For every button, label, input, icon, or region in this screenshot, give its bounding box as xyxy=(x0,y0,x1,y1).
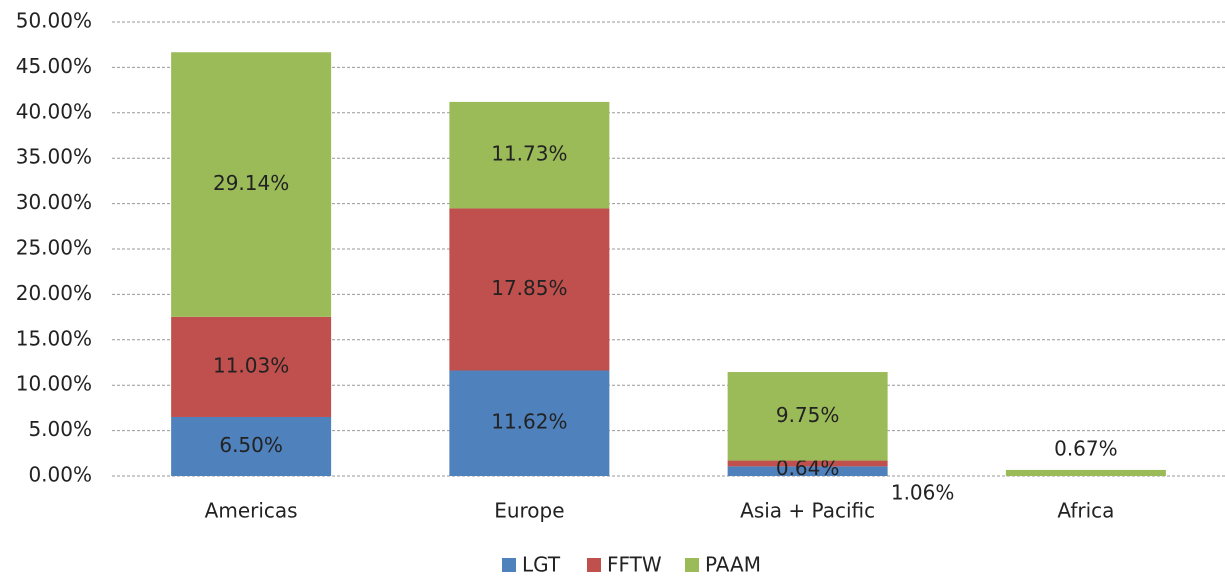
data-label: 9.75% xyxy=(776,403,840,427)
y-tick-label: 20.00% xyxy=(16,281,92,305)
y-tick-label: 0.00% xyxy=(28,463,92,487)
y-tick-label: 40.00% xyxy=(16,99,92,123)
data-label: 11.73% xyxy=(491,142,567,166)
bar-segment xyxy=(727,466,888,476)
y-tick-label: 10.00% xyxy=(16,372,92,396)
data-label: 1.06% xyxy=(891,481,955,505)
data-label: 29.14% xyxy=(213,171,289,195)
bar-segment xyxy=(449,208,610,371)
bar-segment xyxy=(727,372,888,461)
data-label: 11.62% xyxy=(491,410,567,434)
legend-swatch xyxy=(587,558,601,572)
y-tick-label: 25.00% xyxy=(16,236,92,260)
legend-label: FFTW xyxy=(607,553,662,576)
y-tick-label: 45.00% xyxy=(16,54,92,78)
x-tick-label: Americas xyxy=(205,499,298,523)
x-tick-label: Europe xyxy=(494,499,564,523)
data-label: 11.03% xyxy=(213,353,289,377)
y-tick-label: 5.00% xyxy=(28,417,92,441)
legend-swatch xyxy=(685,558,699,572)
bar-segment xyxy=(727,460,888,467)
y-tick-label: 35.00% xyxy=(16,145,92,169)
legend-swatch xyxy=(502,558,516,572)
bar-segment xyxy=(449,101,610,209)
bar-segment xyxy=(171,416,332,476)
data-label: 17.85% xyxy=(491,276,567,300)
bar-segment xyxy=(171,316,332,417)
data-label: 6.50% xyxy=(219,433,283,457)
bar-segment xyxy=(449,370,610,476)
x-tick-label: Asia + Pacific xyxy=(740,499,875,523)
legend-label: LGT xyxy=(522,553,561,576)
y-tick-label: 15.00% xyxy=(16,326,92,350)
legend-label: PAAM xyxy=(705,553,761,576)
y-tick-label: 50.00% xyxy=(16,9,92,33)
y-tick-label: 30.00% xyxy=(16,190,92,214)
x-tick-label: Africa xyxy=(1057,499,1114,523)
data-label: 0.67% xyxy=(1054,436,1118,460)
bar-segment xyxy=(171,52,332,317)
bar-segment xyxy=(1005,469,1166,476)
